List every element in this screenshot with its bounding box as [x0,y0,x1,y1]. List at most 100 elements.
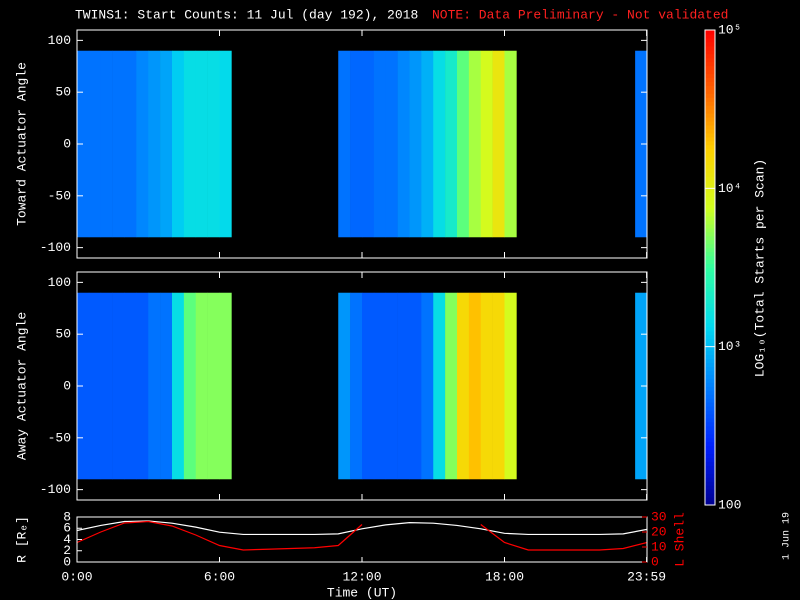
colorbar-swatch [705,263,715,268]
colorbar-swatch [705,85,715,90]
y-tick-label: 100 [48,275,71,290]
heat-cell [338,50,351,238]
colorbar-label: LOG₁₀(Total Starts per Scan) [752,159,767,377]
colorbar-swatch [705,235,715,241]
colorbar-swatch [705,501,715,506]
heat-cell [88,50,102,238]
heat-cell [207,50,220,238]
colorbar-swatch [705,425,715,431]
colorbar-swatch [705,350,715,356]
heat-cell [468,292,482,480]
colorbar-swatch [705,374,715,379]
chart-title: TWINS1: Start Counts: 11 Jul (day 192), … [75,7,418,22]
y-tick-label: -50 [48,430,71,445]
colorbar-swatch [705,41,715,47]
x-tick-label: 23:59 [627,569,666,584]
colorbar-swatch [705,433,715,439]
y-tick-label: 2 [63,543,71,558]
heat-cell [350,50,363,238]
colorbar-swatch [705,101,715,106]
colorbar-swatch [705,279,715,284]
heat-cell [124,292,137,480]
colorbar-swatch [705,366,715,371]
colorbar-swatch [705,287,715,292]
colorbar-swatch [705,53,715,59]
colorbar-swatch [705,477,715,482]
colorbar-swatch [705,247,715,253]
colorbar-swatch [705,77,715,82]
heat-cell [445,292,458,480]
y-tick-label: -100 [40,482,71,497]
y2-axis-label: L Shell [672,512,687,567]
colorbar-swatch [705,216,715,221]
heat-cell [385,292,398,480]
note: NOTE: Data Preliminary - Not validated [432,7,728,22]
heat-cell [350,292,363,480]
colorbar-swatch [705,342,715,348]
heat-cell [183,50,197,238]
heat-cell [457,292,470,480]
colorbar-swatch [705,243,715,249]
y-tick-label: 6 [63,521,71,536]
colorbar-swatch [705,402,715,407]
heat-cell [468,50,482,238]
heat-cell [457,50,470,238]
colorbar-swatch [705,362,715,367]
x-tick-label: 6:00 [204,569,235,584]
colorbar-swatch [705,45,715,51]
colorbar-swatch [705,497,715,502]
series-line [77,520,647,536]
heat-cell [77,292,90,480]
heat-cell [385,50,398,238]
colorbar-swatch [705,398,715,403]
colorbar-swatch [705,473,715,478]
heat-cell [172,292,185,480]
colorbar-swatch [705,200,715,205]
heat-cell [219,292,232,480]
colorbar-swatch [705,152,715,158]
x-tick-label: 18:00 [485,569,524,584]
heat-cell [172,50,185,238]
heat-cell [362,50,375,238]
colorbar-swatch [705,49,715,55]
colorbar-swatch [705,168,715,173]
colorbar-swatch [705,97,715,102]
heat-cell [373,292,387,480]
colorbar-swatch [705,370,715,375]
colorbar-swatch [705,117,715,122]
colorbar-swatch [705,390,715,395]
y2-tick-label: 20 [651,524,667,539]
y-tick-label: 0 [63,378,71,393]
colorbar-swatch [705,453,715,458]
colorbar-swatch [705,295,715,300]
y-tick-label: 50 [55,327,71,342]
heat-cell [100,50,113,238]
colorbar-swatch [705,188,715,193]
heat-cell [480,292,493,480]
colorbar-swatch [705,128,715,134]
colorbar-swatch [705,93,715,98]
colorbar-swatch [705,465,715,470]
colorbar-swatch [705,73,715,78]
heat-cell [219,50,232,238]
colorbar-swatch [705,457,715,462]
heat-cell [100,292,113,480]
heat-cell [160,50,173,238]
heat-cell [409,50,422,238]
heat-cell [207,292,220,480]
colorbar-swatch [705,176,715,181]
colorbar-tick-label: 10³ [718,339,741,354]
colorbar-swatch [705,132,715,138]
heat-cell [183,292,197,480]
colorbar-swatch [705,378,715,383]
colorbar-swatch [705,37,715,43]
colorbar-swatch [705,346,715,352]
colorbar-swatch [705,259,715,265]
colorbar-swatch [705,354,715,360]
y-axis-label: Away Actuator Angle [14,312,29,460]
colorbar-swatch [705,184,715,189]
colorbar-swatch [705,109,715,114]
heat-cell [409,292,422,480]
colorbar-swatch [705,180,715,185]
colorbar-swatch [705,445,715,451]
